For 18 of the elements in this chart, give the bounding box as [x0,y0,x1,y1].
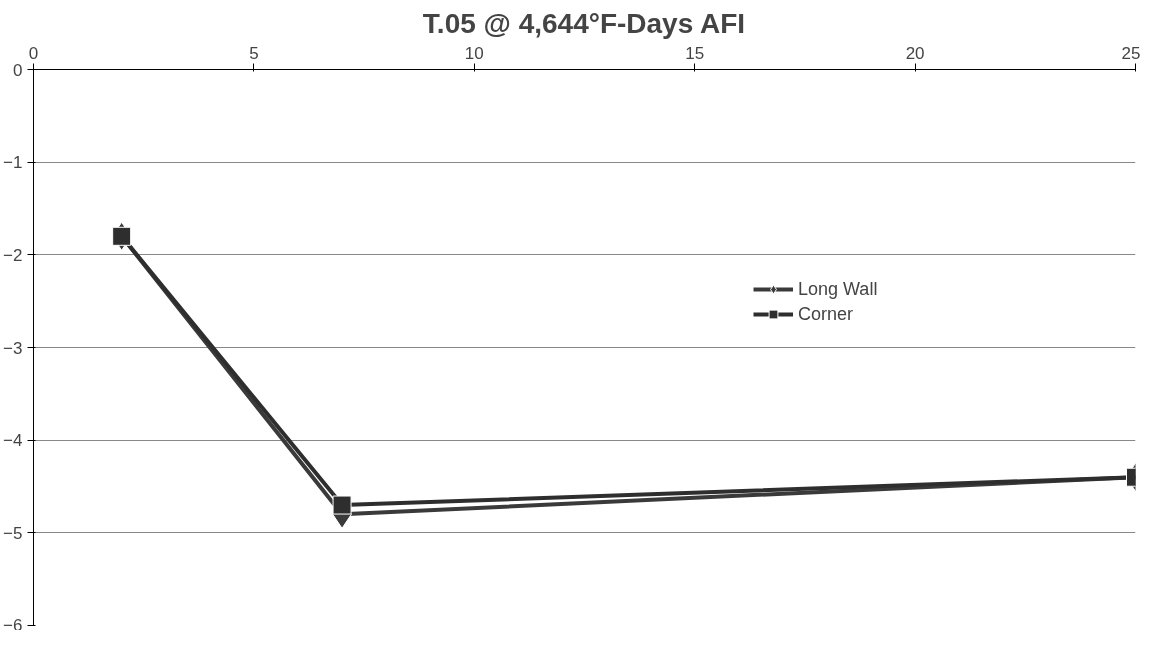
y-tick-label: −5 [3,523,23,543]
x-tick-label: 0 [28,43,39,63]
point [332,495,352,515]
y-tick-label: −6 [3,615,23,635]
legend-label: Corner [798,303,854,325]
y-tick-label: −2 [3,245,23,265]
x-tick-label: 10 [464,43,484,63]
y-tick-label: −1 [3,153,23,173]
x-tick-label: 5 [249,43,259,63]
legend-label: Long Wall [798,278,878,300]
point [112,226,132,246]
y-tick-label: −4 [3,431,23,451]
chart-title: T.05 @ 4,644°F-Days AFI [422,7,746,39]
x-tick-label: 15 [685,43,705,63]
x-tick-label: 25 [1121,43,1141,63]
y-tick-label: −3 [3,338,23,358]
y-tick-label: 0 [13,60,23,80]
x-tick-label: 20 [905,43,925,63]
